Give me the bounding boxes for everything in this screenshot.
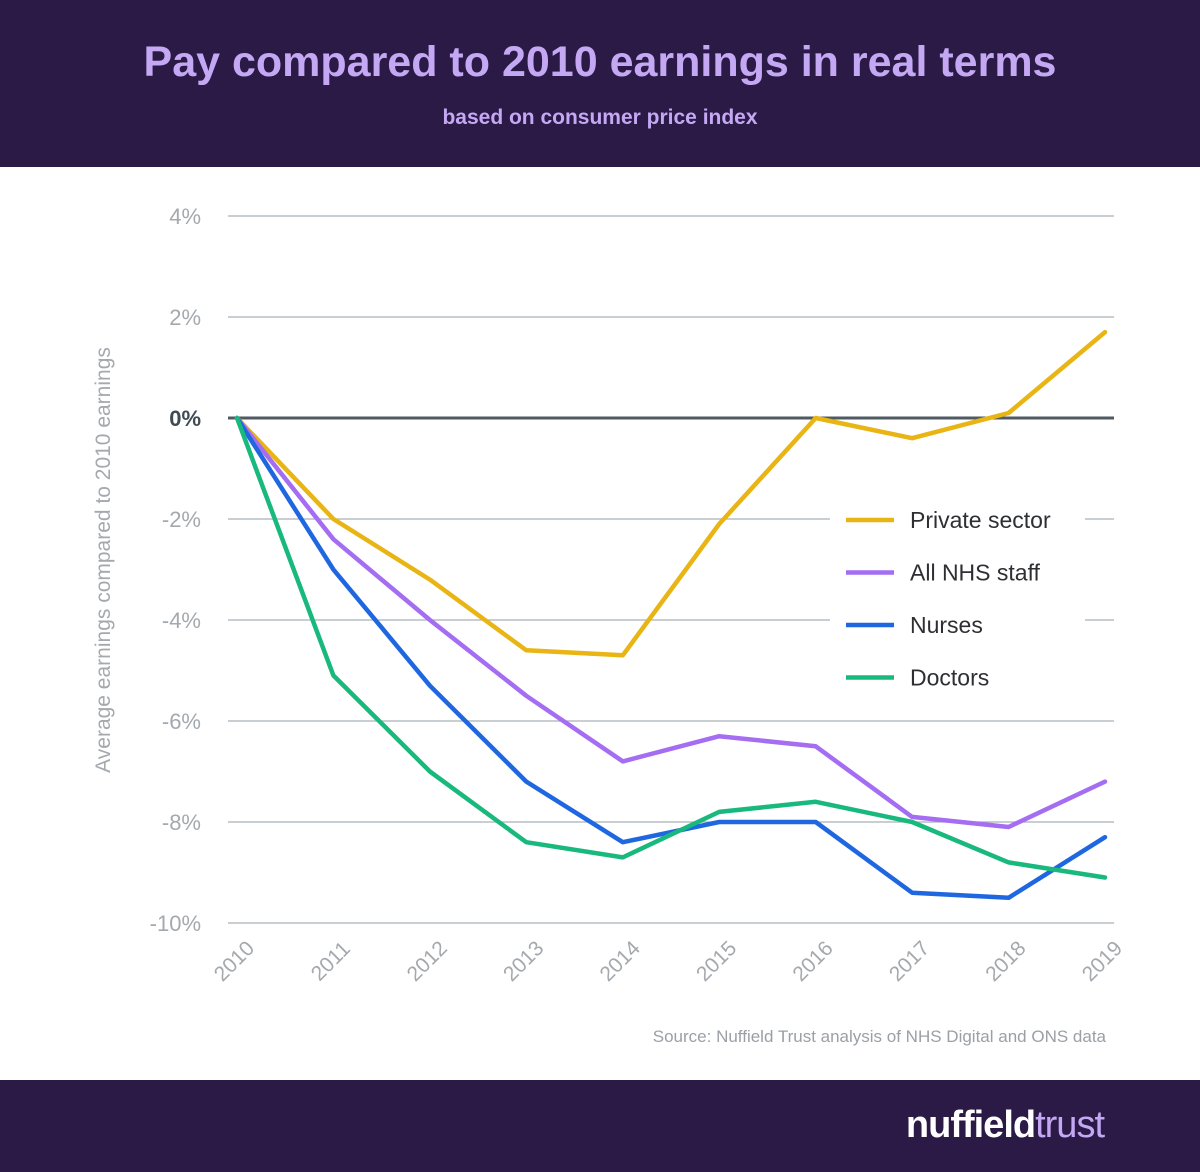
title-band: Pay compared to 2010 earnings in real te… [0, 0, 1200, 167]
line-chart: 4%2%0%-2%-4%-6%-8%-10% 2010 2011 2012 2013 2… [92, 204, 1127, 987]
legend-label: Doctors [910, 665, 989, 691]
series-line [234, 329, 1108, 658]
legend: Private sector All NHS staff Nurses Doctors [830, 495, 1085, 705]
y-tick-label: 4% [169, 204, 201, 229]
x-tick-label: 2017 [885, 937, 934, 986]
y-tick-label: 2% [169, 305, 201, 330]
y-axis-ticks: 4% 2% 0% -2% -4% -6% -8% -10% [150, 204, 201, 936]
y-tick-label: -4% [162, 608, 201, 633]
chart-title: Pay compared to 2010 earnings in real te… [143, 38, 1057, 86]
x-tick-label: 2012 [403, 937, 452, 986]
series-line [234, 415, 1108, 880]
x-tick-label: 2019 [1078, 937, 1127, 986]
x-axis-ticks: 2010 2011 2012 2013 2014 2015 2016 2017 2018 2019 [210, 937, 1127, 987]
series-line [234, 415, 1108, 901]
y-tick-label: -8% [162, 810, 201, 835]
x-tick-label: 2013 [499, 937, 548, 986]
legend-label: All NHS staff [910, 560, 1041, 586]
x-tick-label: 2010 [210, 937, 259, 986]
legend-label: Private sector [910, 507, 1051, 533]
y-tick-label: -2% [162, 507, 201, 532]
legend-box [830, 495, 1085, 705]
x-tick-label: 2016 [788, 937, 837, 986]
logo-part-2: trust [1035, 1104, 1105, 1146]
nuffield-trust-logo: nuffieldtrust [905, 1104, 1105, 1147]
source-note: Source: Nuffield Trust analysis of NHS D… [652, 1027, 1106, 1046]
chart-subtitle: based on consumer price index [442, 106, 758, 129]
y-tick-label: -6% [162, 709, 201, 734]
series-lines [234, 329, 1108, 901]
footer-band: nuffieldtrust [0, 1080, 1200, 1172]
y-tick-label: -10% [150, 911, 201, 936]
y-tick-label: 0% [169, 406, 201, 431]
series-line [234, 415, 1108, 830]
x-tick-label: 2014 [596, 937, 646, 987]
x-tick-label: 2015 [692, 937, 741, 986]
y-axis-label: Average earnings compared to 2010 earnin… [92, 347, 115, 773]
legend-label: Nurses [910, 612, 983, 638]
x-tick-label: 2018 [981, 937, 1030, 986]
x-tick-label: 2011 [307, 937, 355, 985]
logo-part-1: nuffield [905, 1104, 1036, 1146]
